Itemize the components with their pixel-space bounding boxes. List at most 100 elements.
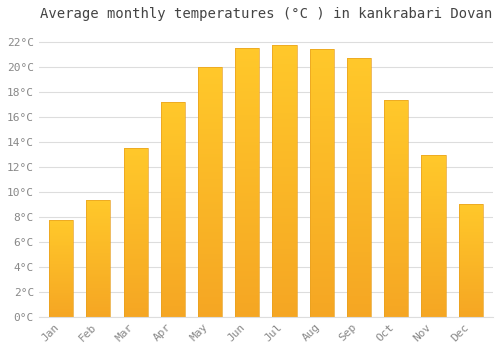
Bar — [272, 94, 296, 97]
Bar — [310, 263, 334, 266]
Bar — [86, 244, 110, 245]
Bar — [124, 266, 148, 268]
Bar — [49, 294, 73, 295]
Bar — [310, 169, 334, 172]
Bar — [384, 100, 408, 103]
Bar — [384, 224, 408, 226]
Bar — [86, 254, 110, 255]
Bar — [86, 316, 110, 317]
Bar — [384, 148, 408, 150]
Bar — [49, 227, 73, 228]
Bar — [235, 166, 260, 169]
Bar — [347, 270, 371, 273]
Bar — [198, 144, 222, 147]
Bar — [384, 271, 408, 273]
Bar — [86, 282, 110, 283]
Bar — [160, 259, 185, 261]
Bar — [86, 274, 110, 275]
Bar — [347, 159, 371, 161]
Bar — [86, 216, 110, 217]
Bar — [235, 247, 260, 250]
Bar — [310, 287, 334, 290]
Bar — [235, 228, 260, 231]
Bar — [272, 203, 296, 205]
Bar — [422, 306, 446, 307]
Bar — [160, 130, 185, 132]
Bar — [272, 252, 296, 254]
Bar — [272, 70, 296, 72]
Bar — [124, 156, 148, 158]
Bar — [198, 284, 222, 287]
Bar — [235, 258, 260, 260]
Bar — [160, 218, 185, 220]
Bar — [124, 207, 148, 209]
Bar — [422, 301, 446, 302]
Bar — [458, 281, 483, 282]
Bar — [384, 293, 408, 295]
Bar — [198, 122, 222, 124]
Bar — [124, 197, 148, 198]
Bar — [422, 257, 446, 259]
Bar — [49, 232, 73, 233]
Bar — [160, 291, 185, 293]
Bar — [384, 137, 408, 139]
Bar — [272, 100, 296, 102]
Bar — [49, 259, 73, 260]
Bar — [272, 181, 296, 184]
Bar — [458, 271, 483, 272]
Bar — [384, 256, 408, 258]
Bar — [198, 89, 222, 92]
Bar — [347, 89, 371, 91]
Bar — [347, 244, 371, 247]
Bar — [124, 194, 148, 195]
Bar — [49, 225, 73, 226]
Bar — [86, 251, 110, 252]
Bar — [347, 154, 371, 156]
Bar — [198, 142, 222, 144]
Bar — [86, 299, 110, 301]
Bar — [124, 241, 148, 243]
Bar — [160, 102, 185, 104]
Bar — [124, 243, 148, 244]
Bar — [86, 238, 110, 239]
Bar — [86, 215, 110, 216]
Bar — [458, 262, 483, 263]
Bar — [422, 233, 446, 234]
Bar — [124, 170, 148, 172]
Bar — [384, 206, 408, 209]
Bar — [49, 231, 73, 232]
Bar — [272, 268, 296, 271]
Bar — [310, 253, 334, 255]
Bar — [458, 280, 483, 281]
Bar — [86, 260, 110, 261]
Bar — [347, 161, 371, 164]
Bar — [272, 108, 296, 111]
Bar — [310, 124, 334, 127]
Bar — [384, 131, 408, 133]
Bar — [422, 234, 446, 236]
Bar — [124, 151, 148, 153]
Bar — [86, 285, 110, 287]
Bar — [198, 202, 222, 204]
Bar — [458, 245, 483, 246]
Bar — [272, 200, 296, 203]
Bar — [235, 204, 260, 206]
Bar — [384, 230, 408, 232]
Bar — [124, 314, 148, 315]
Bar — [198, 159, 222, 162]
Bar — [310, 204, 334, 207]
Bar — [272, 219, 296, 222]
Bar — [160, 145, 185, 147]
Bar — [49, 247, 73, 248]
Bar — [160, 166, 185, 168]
Bar — [49, 262, 73, 263]
Bar — [384, 103, 408, 105]
Bar — [124, 271, 148, 273]
Bar — [458, 222, 483, 223]
Bar — [86, 265, 110, 266]
Bar — [160, 104, 185, 106]
Bar — [86, 309, 110, 310]
Bar — [49, 282, 73, 283]
Bar — [384, 308, 408, 310]
Bar — [198, 307, 222, 309]
